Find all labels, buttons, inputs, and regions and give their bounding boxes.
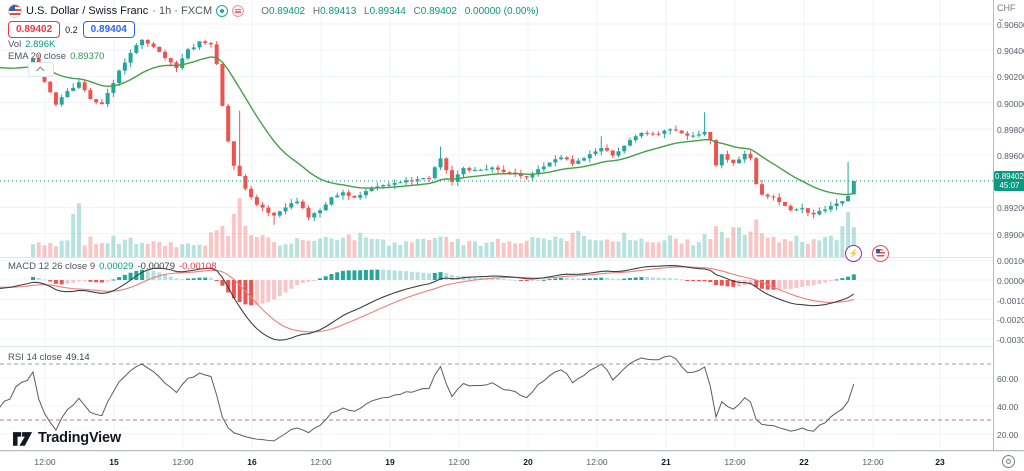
low-label: L (364, 5, 370, 17)
time-tick-label: 19 (385, 457, 395, 467)
currency-label: CHF (997, 3, 1016, 13)
time-tick-label: 12:00 (586, 457, 608, 467)
buy-button[interactable]: 0.89404 (82, 21, 135, 38)
macd-tick-label: -0.00200 (997, 315, 1024, 326)
open-label: O (261, 5, 269, 17)
volume-legend[interactable]: Vol 2.896K (8, 39, 55, 50)
rsi-tick-label: 60.00 (997, 374, 1019, 384)
macd-value-hist: 0.00029 (99, 261, 134, 272)
macd-value-macd: -0.00079 (137, 261, 175, 272)
rsi-value: 49.14 (65, 352, 90, 363)
symbol-title[interactable]: U.S. Dollar / Swiss Franc (26, 5, 149, 17)
symbol-meta[interactable]: · 1h · FXCM (152, 5, 213, 17)
last-price-badge: 0.89402 45:07 (994, 171, 1024, 191)
time-tick-label: 16 (247, 457, 257, 467)
macd-legend[interactable]: MACD 12 26 close 9 0.00029 -0.00079 -0.0… (8, 261, 217, 272)
us-economic-event-icon[interactable] (872, 245, 889, 262)
low-value: 0.89344 (369, 5, 406, 17)
high-label: H (312, 5, 321, 17)
bar-countdown: 45:07 (999, 181, 1020, 190)
time-tick-label: 23 (935, 457, 945, 467)
ema-legend[interactable]: EMA 20 close 0.89370 (8, 51, 104, 62)
ohlc-values: O0.89402 H0.89413 L0.89344 C0.89402 0.00… (256, 6, 539, 17)
trade-panel: 0.89402 0.2 0.89404 (8, 21, 135, 38)
change-value: 0.00000 (0.00%) (464, 5, 539, 17)
data-feed-icon[interactable] (232, 5, 245, 17)
time-tick-label: 12:00 (862, 457, 884, 467)
ema-label: EMA 20 close (8, 51, 67, 62)
time-tick-label: 21 (661, 457, 671, 467)
close-value: 0.89402 (420, 5, 457, 17)
open-value: 0.89402 (268, 5, 306, 17)
volume-value: 2.896K (25, 39, 56, 50)
time-tick-label: 20 (523, 457, 533, 467)
spread-value: 0.2 (65, 24, 78, 35)
time-tick-label: 12:00 (310, 457, 332, 467)
time-tick-label: 12:00 (172, 457, 194, 467)
time-tick-label: 22 (799, 457, 809, 467)
scale-settings-icon[interactable] (1002, 455, 1015, 468)
rsi-tick-label: 40.00 (997, 402, 1019, 412)
chevron-up-icon (36, 65, 45, 75)
macd-label: MACD 12 26 close 9 (8, 261, 96, 272)
last-price-value: 0.89402 (995, 172, 1024, 181)
market-open-icon[interactable] (216, 5, 229, 17)
volume-label: Vol (8, 39, 22, 50)
currency-unit-button[interactable]: CHF ⌄ (997, 3, 1016, 23)
macd-value-signal: -0.00108 (178, 261, 217, 272)
time-axis[interactable]: 12:00 15 12:00 16 12:00 19 12:00 20 12:00 21 12:00… (0, 450, 1024, 471)
ema-value: 0.89370 (70, 51, 105, 62)
macd-tick-label: -0.00300 (997, 335, 1024, 346)
tradingview-logo[interactable]: TradingView (13, 430, 121, 446)
us-flag-icon (876, 249, 885, 258)
time-tick-label: 12:00 (448, 457, 470, 467)
high-value: 0.89413 (320, 5, 357, 17)
close-label: C (413, 5, 421, 17)
time-tick-label: 15 (109, 457, 119, 467)
volatility-event-icon[interactable]: ⚡ (845, 245, 862, 262)
rsi-tick-label: 20.00 (997, 430, 1019, 440)
macd-tick-label: 0.00000 (997, 276, 1024, 286)
symbol-flag-icon (8, 4, 22, 18)
time-tick-label: 12:00 (724, 457, 746, 467)
sell-button[interactable]: 0.89402 (8, 21, 61, 38)
rsi-label: RSI 14 close (8, 352, 62, 363)
tradingview-logo-icon (13, 431, 33, 446)
chart-canvas[interactable] (0, 0, 993, 450)
rsi-legend[interactable]: RSI 14 close 49.14 (8, 352, 90, 363)
time-tick-label: 12:00 (34, 457, 56, 467)
collapse-indicators-button[interactable] (28, 62, 54, 77)
brand-name: TradingView (38, 430, 121, 446)
symbol-header: U.S. Dollar / Swiss Franc · 1h · FXCM O0… (8, 4, 539, 18)
